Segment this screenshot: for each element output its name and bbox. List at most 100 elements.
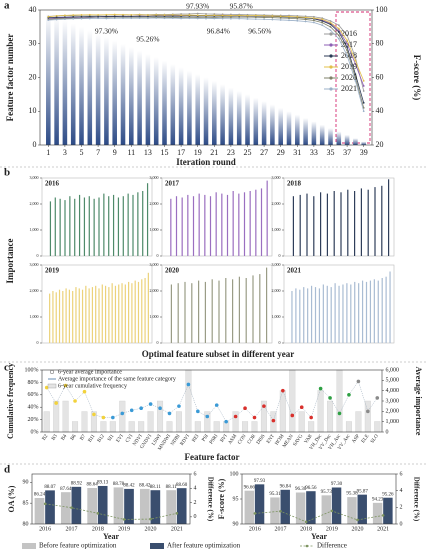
- series-marker: [254, 16, 257, 19]
- point: [214, 403, 219, 407]
- point: [73, 399, 77, 403]
- x-tick-label: B11: [88, 434, 97, 444]
- series-marker: [304, 18, 307, 21]
- series-marker: [205, 14, 207, 17]
- point: [375, 396, 380, 400]
- bar: [336, 369, 343, 433]
- value-label: 88.60: [176, 483, 188, 488]
- bar: [127, 193, 129, 256]
- plot-frame: [41, 177, 153, 257]
- bar: [373, 279, 375, 343]
- legend-swatch: [305, 544, 309, 548]
- series-marker: [271, 15, 274, 17]
- bar: [111, 283, 113, 343]
- series-marker: [205, 12, 207, 15]
- bar: [104, 37, 109, 145]
- bar: [211, 279, 213, 343]
- series-marker: [196, 14, 199, 17]
- bar: [318, 288, 321, 343]
- point: [167, 411, 172, 416]
- y-tick-label: 2: [400, 505, 403, 511]
- bar: [79, 26, 84, 145]
- y-tick-label: 60%: [28, 392, 39, 398]
- x-tick-label: ASP: [352, 434, 361, 445]
- bar: [62, 20, 68, 145]
- bar: [306, 491, 316, 524]
- y-axis-title: OA (%): [7, 485, 16, 512]
- bar: [280, 489, 290, 524]
- bar: [177, 283, 179, 343]
- bar: [137, 192, 139, 256]
- y-tick-label: 2,000: [272, 288, 281, 294]
- bar: [114, 285, 117, 343]
- plot-frame: [39, 9, 373, 146]
- y-tick-label: 6: [194, 471, 197, 477]
- legend-label: 2021: [341, 84, 357, 93]
- bar: [313, 196, 315, 256]
- bar: [346, 283, 348, 343]
- bar: [170, 64, 176, 145]
- bar: [308, 421, 315, 433]
- bar: [139, 488, 150, 524]
- bar: [365, 281, 368, 343]
- series-marker: [163, 14, 166, 16]
- bar: [354, 191, 356, 256]
- y-tick-label: 100: [230, 471, 239, 477]
- series-marker: [246, 14, 249, 17]
- bar: [95, 285, 97, 343]
- bar: [381, 278, 383, 343]
- bar: [58, 289, 61, 343]
- y-tick-label: 3,000: [386, 398, 400, 404]
- bar: [278, 107, 283, 145]
- series-marker: [321, 20, 324, 22]
- bar: [81, 411, 88, 433]
- series-marker: [279, 15, 282, 18]
- y-tick-label: 2,000: [150, 288, 159, 294]
- series-line: [46, 380, 378, 423]
- bar: [109, 421, 116, 433]
- series-marker: [180, 17, 183, 20]
- bar: [178, 67, 184, 145]
- series-marker: [354, 59, 357, 62]
- series-marker: [147, 15, 149, 18]
- x-tick-label: PSI: [202, 434, 210, 443]
- series-marker: [205, 17, 207, 20]
- bar: [245, 278, 247, 343]
- bar: [87, 30, 93, 145]
- point: [337, 411, 342, 416]
- series-marker: [113, 13, 116, 16]
- point: [356, 379, 361, 384]
- series-marker: [64, 18, 66, 21]
- difference-line: [45, 503, 177, 520]
- panel-label: a: [4, 0, 10, 12]
- bar: [347, 497, 357, 524]
- point: [224, 419, 228, 424]
- bar: [146, 183, 149, 256]
- bar: [108, 196, 110, 256]
- series-marker: [313, 21, 315, 24]
- y-tick-label: 0: [194, 514, 197, 520]
- bar: [303, 287, 305, 343]
- bar: [270, 497, 280, 524]
- bar: [347, 189, 349, 256]
- y-tick-label: 20: [29, 72, 37, 81]
- bar: [195, 74, 200, 145]
- x-tick-label: B12: [97, 434, 106, 444]
- series-marker: [354, 79, 357, 82]
- y-tick-label: 2: [194, 500, 197, 506]
- legend-swatch: [329, 65, 333, 69]
- bar: [191, 283, 193, 343]
- x-tick-label: EVI: [116, 434, 125, 444]
- y-tick-label: 0: [37, 340, 39, 345]
- bar: [176, 488, 187, 524]
- bar: [345, 421, 352, 433]
- y-tick-label: 4: [400, 488, 403, 494]
- y-tick-label: 0: [279, 253, 281, 258]
- bar: [321, 495, 332, 524]
- series-marker: [263, 16, 265, 19]
- bar: [353, 138, 358, 145]
- y-tick-label: 1,000: [386, 419, 400, 425]
- bar: [170, 284, 172, 343]
- point: [148, 402, 153, 406]
- bar: [244, 490, 255, 524]
